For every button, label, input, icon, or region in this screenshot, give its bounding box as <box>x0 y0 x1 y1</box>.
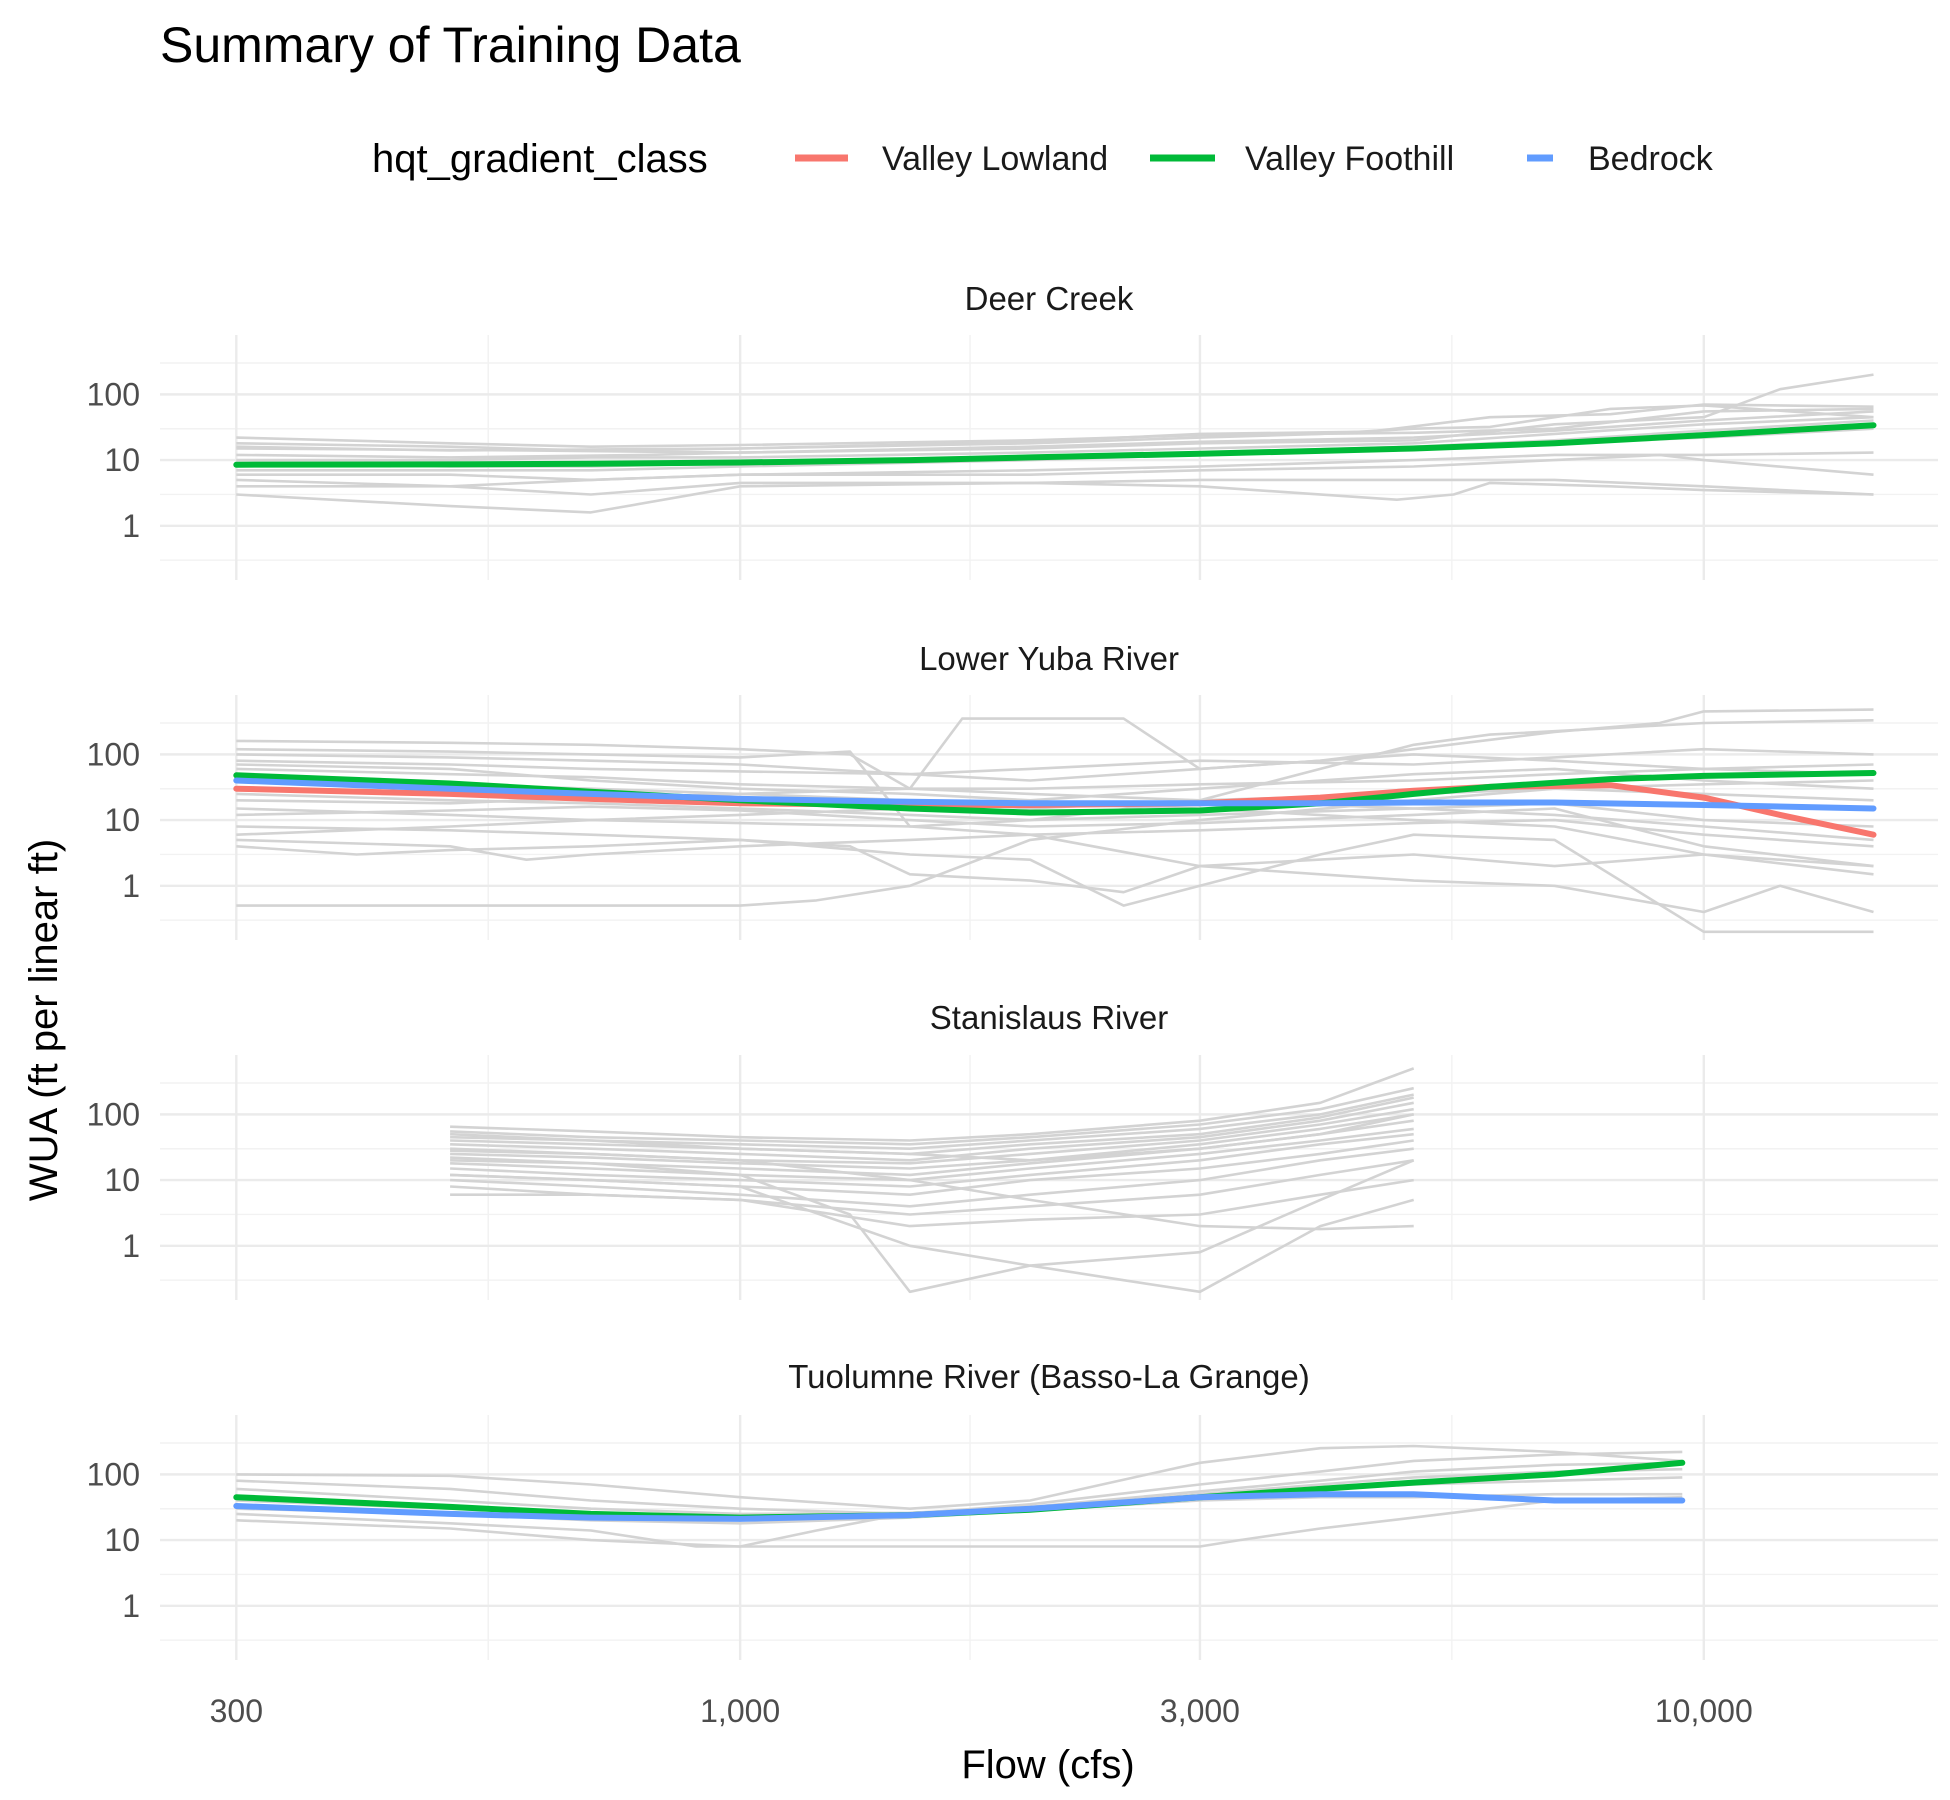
x-tick-label: 300 <box>210 1693 263 1729</box>
site-line-stanislaus-river-2 <box>450 1086 1414 1146</box>
panel-lower-yuba-river: Lower Yuba River 1 10 100 <box>87 640 1938 940</box>
site-line-tuolumne-river-basso-la-grange-2 <box>236 1450 1683 1516</box>
y-tick-label: 10 <box>104 802 140 838</box>
site-line-tuolumne-river-basso-la-grange-1 <box>236 1444 1683 1510</box>
site-line-tuolumne-river-basso-la-grange-7 <box>236 1495 1683 1548</box>
y-tick-label: 100 <box>87 1456 140 1492</box>
site-line-stanislaus-river-7 <box>450 1113 1414 1170</box>
site-line-stanislaus-river-17 <box>450 1149 1414 1231</box>
site-line-deer-creek-12 <box>236 404 1874 452</box>
site-line-stanislaus-river-16 <box>450 1173 1415 1294</box>
site-line-lower-yuba-river-7 <box>236 792 1874 828</box>
strip-label-deer-creek: Deer Creek <box>965 280 1134 317</box>
x-tick-label: 10,000 <box>1655 1693 1753 1729</box>
site-line-deer-creek-5 <box>236 415 1874 462</box>
site-line-stanislaus-river-5 <box>450 1101 1414 1162</box>
y-tick-label: 1 <box>122 1228 140 1264</box>
site-line-deer-creek-4 <box>236 410 1874 459</box>
strip-label-stanislaus-river: Stanislaus River <box>930 999 1168 1036</box>
x-axis: 300 1,000 3,000 10,000 <box>210 1693 1753 1729</box>
panel-deer-creek: Deer Creek 1 10 100 <box>87 280 1938 580</box>
site-line-deer-creek-9 <box>236 478 1874 496</box>
legend-label-bedrock: Bedrock <box>1588 140 1714 178</box>
site-line-stanislaus-river-18 <box>450 1113 1414 1162</box>
smooth-line-bedrock <box>233 1491 1686 1522</box>
y-tick-label: 1 <box>122 868 140 904</box>
y-tick-label: 10 <box>104 442 140 478</box>
y-tick-label: 10 <box>104 1162 140 1198</box>
smooth-line-valley-foothill <box>233 422 1877 468</box>
site-line-stanislaus-river-15 <box>450 1156 1415 1294</box>
site-line-lower-yuba-river-9 <box>236 825 1874 894</box>
y-tick-label: 100 <box>87 376 140 412</box>
y-tick-label: 1 <box>122 1588 140 1624</box>
site-line-deer-creek-8 <box>236 451 1874 482</box>
legend-label-valley-lowland: Valley Lowland <box>882 140 1108 178</box>
site-line-stanislaus-river-10 <box>450 1132 1414 1188</box>
site-line-stanislaus-river-1 <box>450 1067 1415 1142</box>
strip-label-lower-yuba-river: Lower Yuba River <box>919 640 1179 677</box>
x-axis-title: Flow (cfs) <box>961 1743 1134 1787</box>
y-tick-label: 100 <box>87 736 140 772</box>
y-tick-label: 10 <box>104 1522 140 1558</box>
strip-label-tuolumne-river-basso-la-grange: Tuolumne River (Basso-La Grange) <box>788 1358 1310 1395</box>
site-line-stanislaus-river-14 <box>450 1178 1414 1228</box>
x-tick-label: 1,000 <box>700 1693 780 1729</box>
y-tick-label: 1 <box>122 508 140 544</box>
y-tick-label: 100 <box>87 1096 140 1132</box>
panel-tuolumne-river-basso-la-grange: Tuolumne River (Basso-La Grange) 1 10 100 <box>87 1358 1938 1660</box>
site-line-deer-creek-11 <box>236 453 1874 488</box>
legend-label-valley-foothill: Valley Foothill <box>1245 140 1454 178</box>
site-line-deer-creek-10 <box>236 481 1874 514</box>
legend-title: hqt_gradient_class <box>372 137 708 181</box>
site-line-stanislaus-river-9 <box>450 1127 1414 1182</box>
site-line-lower-yuba-river-11 <box>236 833 1874 914</box>
chart-title: Summary of Training Data <box>160 17 741 73</box>
site-line-stanislaus-river-12 <box>450 1147 1414 1208</box>
y-axis-title: WUA (ft per linear ft) <box>22 839 66 1201</box>
legend: hqt_gradient_class Valley Lowland Valley… <box>372 137 1714 181</box>
site-line-lower-yuba-river-12 <box>236 753 1874 782</box>
smooth-line-bedrock <box>233 777 1877 812</box>
site-line-lower-yuba-river-4 <box>236 747 1874 776</box>
site-line-stanislaus-river-4 <box>450 1096 1414 1156</box>
site-line-lower-yuba-river-14 <box>236 805 1874 868</box>
site-line-deer-creek-3 <box>236 373 1874 454</box>
panel-stanislaus-river: Stanislaus River 1 10 100 <box>87 999 1938 1300</box>
x-tick-label: 3,000 <box>1160 1693 1240 1729</box>
